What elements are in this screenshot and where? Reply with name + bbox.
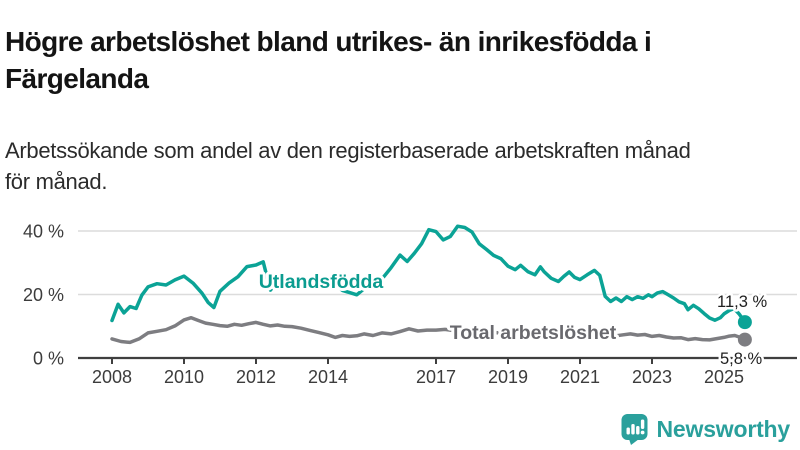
y-tick-label: 0 %	[33, 349, 64, 369]
series-label-total: Total arbetslöshet	[450, 322, 617, 344]
x-tick-label: 2014	[308, 367, 348, 387]
x-tick-label: 2010	[164, 367, 204, 387]
chart-subtitle: Arbetssökande som andel av den registerb…	[5, 138, 691, 195]
y-tick-label: 40 %	[23, 222, 64, 242]
x-tick-label: 2019	[488, 367, 528, 387]
end-dot-total	[737, 332, 752, 347]
newsworthy-logo: Newsworthy	[621, 413, 790, 445]
newsworthy-bar-chart-bubble-icon	[621, 414, 648, 445]
y-tick-label: 20 %	[23, 285, 64, 305]
x-tick-label: 2012	[236, 367, 276, 387]
series-line-total	[110, 315, 747, 345]
x-tick-label: 2008	[92, 367, 132, 387]
x-tick-label: 2021	[560, 367, 600, 387]
newsworthy-wordmark: Newsworthy	[656, 415, 791, 442]
series-line-utlandsfodda	[110, 224, 747, 324]
end-dot-utlandsfodda	[737, 315, 752, 330]
series-label-utlandsfodda: Utlandsfödda	[259, 271, 384, 293]
end-value-label-utlandsfodda: 11,3 %	[717, 293, 767, 311]
x-tick-label: 2023	[632, 367, 672, 387]
end-value-label-total: 5,8 %	[720, 350, 763, 368]
x-tick-label: 2017	[416, 367, 456, 387]
page-title: Högre arbetslöshet bland utrikes- än inr…	[5, 25, 652, 94]
x-tick-label: 2025	[704, 367, 744, 387]
